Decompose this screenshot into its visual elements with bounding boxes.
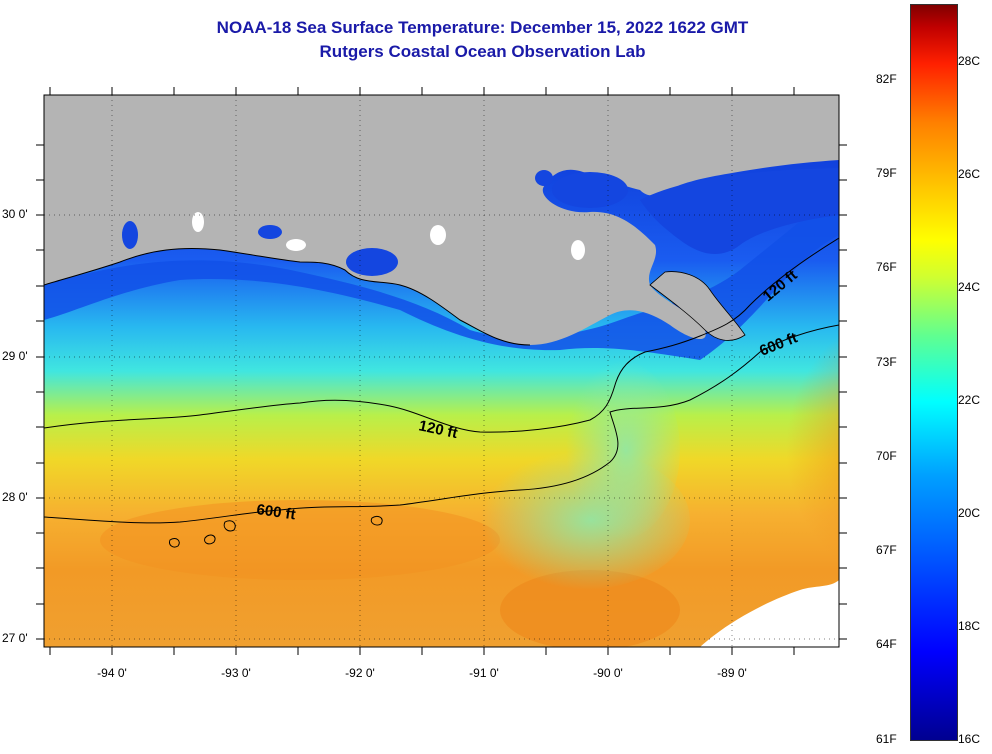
warm-patch-south	[500, 570, 680, 647]
mississippi-sound	[640, 168, 839, 255]
contour-islands	[169, 515, 383, 548]
colorbar-c-26: 26C	[958, 167, 981, 181]
lake-small-2	[430, 225, 446, 245]
lon-label-90: -90 0'	[593, 666, 623, 680]
contour-120ft	[44, 237, 839, 433]
lake-vermilion	[346, 248, 398, 276]
coastline	[44, 248, 531, 346]
colorbar-f-73: 73F	[876, 355, 897, 369]
colorbar-f-67: 67F	[876, 543, 897, 557]
lake-sabine	[258, 225, 282, 239]
lon-label-94: -94 0'	[97, 666, 127, 680]
colorbar-f-61: 61F	[876, 732, 897, 746]
axis-ticks	[36, 87, 847, 655]
lat-label-30: 30 0'	[2, 207, 28, 221]
lon-label-93: -93 0'	[221, 666, 251, 680]
lat-label-29: 29 0'	[2, 349, 28, 363]
colorbar-c-16: 16C	[958, 732, 981, 746]
lon-label-92: -92 0'	[345, 666, 375, 680]
colorbar-f-70: 70F	[876, 449, 897, 463]
colorbar-f-82: 82F	[876, 72, 897, 86]
map-frame	[43, 94, 840, 648]
colorbar-f-76: 76F	[876, 260, 897, 274]
map-subtitle: Rutgers Coastal Ocean Observation Lab	[319, 42, 646, 61]
lake-maurepas	[535, 170, 553, 186]
temperature-colorbar	[910, 4, 958, 741]
cloud-patch	[700, 580, 839, 647]
warm-patch-west	[100, 500, 500, 580]
map-title: NOAA-18 Sea Surface Temperature: Decembe…	[216, 18, 749, 37]
graticule	[44, 95, 839, 647]
lake-small-4	[192, 212, 204, 232]
bird-foot-delta	[649, 271, 746, 341]
lat-label-27: 27 0'	[2, 631, 28, 645]
lon-label-91: -91 0'	[469, 666, 499, 680]
contour-600ft	[44, 324, 839, 524]
lake-small-1	[571, 240, 585, 260]
colorbar-c-18: 18C	[958, 619, 981, 633]
colorbar-c-22: 22C	[958, 393, 981, 407]
lon-label-89: -89 0'	[717, 666, 747, 680]
lake-small-3	[286, 239, 306, 251]
colorbar-f-79: 79F	[876, 166, 897, 180]
nearshore-cold-band	[44, 190, 839, 360]
lat-label-28: 28 0'	[2, 490, 28, 504]
colorbar-c-24: 24C	[958, 280, 981, 294]
cool-plume-2	[560, 360, 680, 540]
land-mass	[44, 95, 839, 345]
lake-calcasieu	[122, 221, 138, 249]
colorbar-f-64: 64F	[876, 637, 897, 651]
contour-label-600-west: 600 ft	[255, 501, 296, 523]
colorbar-c-20: 20C	[958, 506, 981, 520]
lake-pontchartrain	[552, 172, 628, 208]
colorbar-c-28: 28C	[958, 54, 981, 68]
